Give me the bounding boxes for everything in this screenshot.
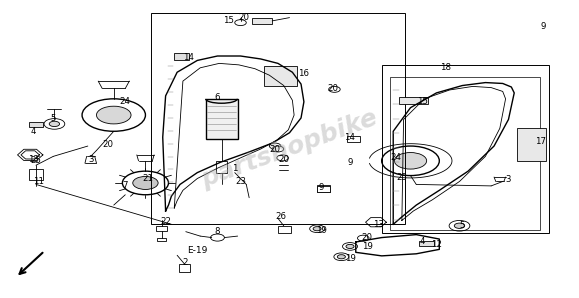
Text: 26: 26 — [276, 212, 287, 221]
Circle shape — [357, 235, 369, 241]
Text: 11: 11 — [34, 177, 45, 186]
Text: 23: 23 — [235, 177, 246, 186]
Circle shape — [49, 121, 60, 127]
Text: 12: 12 — [431, 240, 442, 249]
Circle shape — [394, 153, 427, 169]
Text: 9: 9 — [540, 22, 546, 31]
Text: 3: 3 — [505, 176, 511, 184]
Text: 19: 19 — [345, 254, 356, 263]
Bar — [179, 264, 190, 271]
Text: 15: 15 — [223, 16, 234, 25]
Circle shape — [82, 99, 145, 131]
Circle shape — [277, 155, 288, 161]
Text: 17: 17 — [534, 137, 545, 146]
Text: 15: 15 — [416, 97, 427, 106]
Bar — [252, 18, 272, 24]
Text: 16: 16 — [298, 69, 309, 78]
Bar — [206, 99, 237, 139]
Circle shape — [334, 253, 349, 260]
Bar — [29, 122, 43, 127]
Text: 13: 13 — [373, 220, 384, 229]
Circle shape — [122, 171, 168, 195]
Bar — [399, 97, 428, 104]
Circle shape — [346, 244, 354, 249]
Circle shape — [44, 119, 65, 129]
Bar — [278, 226, 291, 233]
Text: 24: 24 — [391, 153, 402, 162]
Text: 4: 4 — [30, 127, 36, 136]
Text: 18: 18 — [439, 63, 450, 72]
Text: 19: 19 — [362, 242, 373, 251]
Circle shape — [343, 243, 357, 250]
Text: 5: 5 — [460, 221, 465, 230]
Bar — [390, 77, 540, 230]
Circle shape — [329, 86, 340, 92]
Circle shape — [338, 255, 346, 259]
Text: 20: 20 — [102, 140, 113, 149]
Circle shape — [234, 20, 246, 26]
Bar — [419, 241, 434, 246]
Bar — [317, 186, 330, 193]
Text: 13: 13 — [28, 155, 39, 164]
Bar — [517, 128, 546, 161]
Text: 14: 14 — [345, 133, 356, 142]
Circle shape — [313, 227, 321, 231]
Circle shape — [449, 221, 470, 231]
Text: 21: 21 — [143, 174, 154, 183]
Text: 22: 22 — [160, 217, 171, 226]
Text: 20: 20 — [270, 145, 281, 153]
Text: 1: 1 — [232, 164, 237, 173]
Text: 24: 24 — [120, 97, 131, 106]
Text: 20: 20 — [362, 233, 373, 242]
Text: 9: 9 — [347, 158, 353, 167]
Circle shape — [211, 234, 225, 241]
Circle shape — [269, 143, 281, 149]
Text: partshopbike: partshopbike — [198, 106, 381, 192]
Bar — [151, 13, 405, 224]
Circle shape — [272, 146, 284, 152]
Text: 7: 7 — [123, 181, 128, 190]
Text: E-19: E-19 — [187, 246, 207, 255]
Circle shape — [97, 106, 131, 124]
Text: 20: 20 — [327, 84, 338, 93]
Text: 25: 25 — [397, 173, 408, 181]
Text: 9: 9 — [318, 183, 324, 192]
Text: 4: 4 — [419, 238, 425, 246]
Text: 14: 14 — [183, 53, 194, 62]
Circle shape — [382, 146, 439, 176]
Bar — [217, 161, 227, 173]
Circle shape — [455, 223, 465, 228]
Text: 6: 6 — [215, 93, 220, 102]
Bar — [174, 53, 189, 60]
Text: 20: 20 — [238, 13, 249, 22]
Bar — [263, 66, 297, 86]
Text: 25: 25 — [31, 156, 42, 165]
Text: 19: 19 — [316, 226, 327, 235]
Bar — [382, 65, 549, 233]
Bar — [347, 136, 360, 142]
Bar — [29, 169, 43, 180]
Bar — [317, 185, 330, 192]
Bar — [156, 226, 167, 231]
Text: 20: 20 — [278, 155, 290, 164]
Circle shape — [310, 225, 325, 232]
Text: 3: 3 — [88, 155, 93, 164]
Circle shape — [133, 176, 158, 190]
Text: 5: 5 — [50, 114, 56, 122]
Text: 8: 8 — [215, 227, 220, 236]
Text: 2: 2 — [182, 258, 188, 267]
Bar — [157, 238, 166, 241]
